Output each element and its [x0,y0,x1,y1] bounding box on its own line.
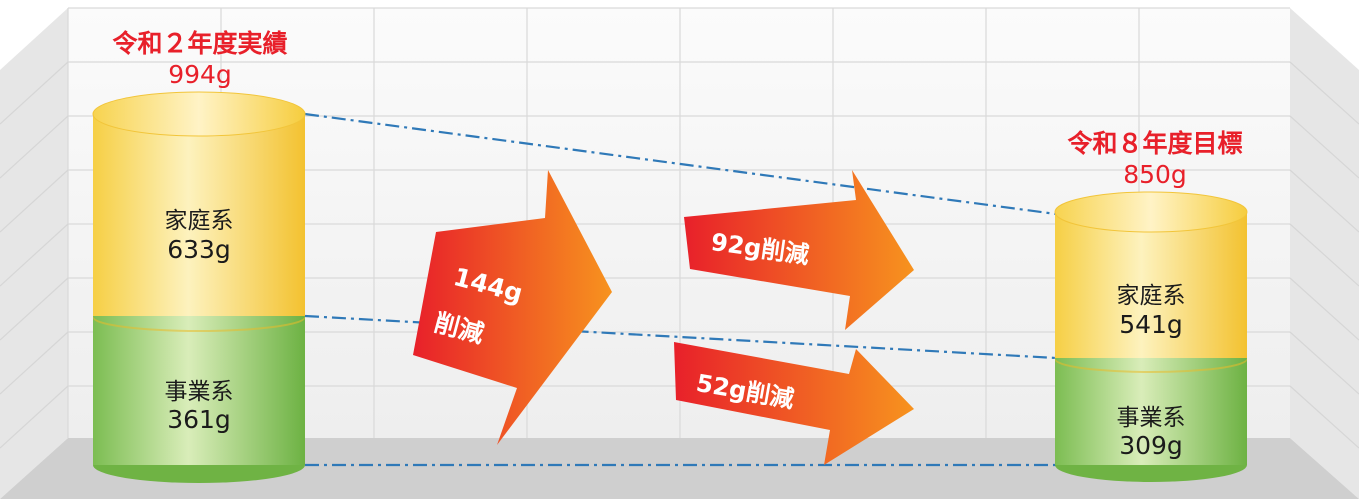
after-business-value: 309g [1055,431,1247,460]
before-household-value: 633g [93,235,305,264]
left-wall [0,8,68,499]
before-business-label: 事業系 [93,372,305,406]
after-title: 令和８年度目標 [1030,124,1280,160]
after-business-label: 事業系 [1055,398,1247,432]
right-wall [1290,8,1359,499]
before-household-label: 家庭系 [93,201,305,235]
after-household-value: 541g [1055,310,1247,339]
before-total: 994g [60,60,340,89]
before-title: 令和２年度実績 [60,24,340,60]
cylinder-before-top [93,92,305,136]
after-total: 850g [1030,160,1280,189]
before-business-value: 361g [93,405,305,434]
after-household-label: 家庭系 [1055,276,1247,310]
cylinder-after-top [1055,192,1247,232]
